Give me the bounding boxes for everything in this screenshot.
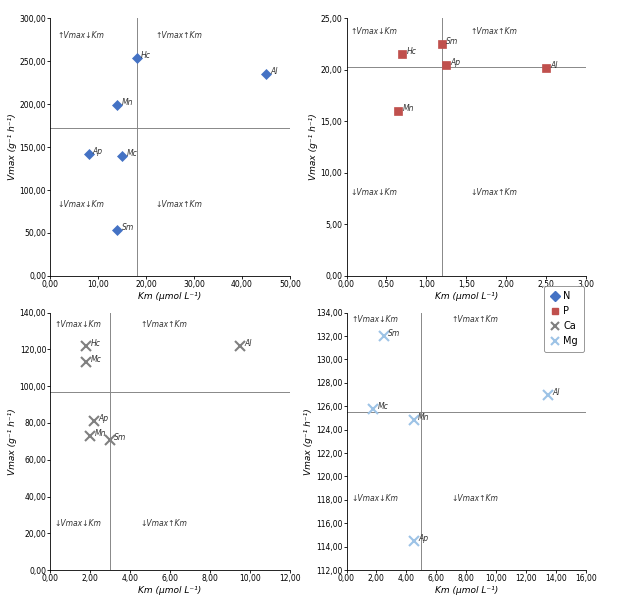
X-axis label: Km (µmol L⁻¹): Km (µmol L⁻¹) bbox=[139, 292, 202, 301]
Text: ↑Vmax↓Km: ↑Vmax↓Km bbox=[54, 320, 101, 329]
Text: Sm: Sm bbox=[388, 329, 400, 338]
Legend: N, P, Ca, Mg: N, P, Ca, Mg bbox=[544, 286, 584, 352]
Text: Al: Al bbox=[270, 67, 277, 76]
Text: Mc: Mc bbox=[91, 356, 101, 364]
Text: Sm: Sm bbox=[447, 37, 459, 46]
Text: ↓Vmax↑Km: ↓Vmax↑Km bbox=[140, 519, 187, 528]
X-axis label: Km (µmol L⁻¹): Km (µmol L⁻¹) bbox=[139, 586, 202, 595]
Text: Al: Al bbox=[553, 387, 560, 397]
Text: ↓Vmax↑Km: ↓Vmax↑Km bbox=[156, 200, 203, 209]
Text: ↓Vmax↑Km: ↓Vmax↑Km bbox=[451, 494, 498, 503]
Text: Mc: Mc bbox=[127, 149, 137, 158]
Text: Sm: Sm bbox=[115, 433, 127, 441]
Text: ↓Vmax↑Km: ↓Vmax↑Km bbox=[470, 188, 517, 197]
Text: Al: Al bbox=[244, 339, 251, 348]
Text: ↓Vmax↓Km: ↓Vmax↓Km bbox=[350, 188, 398, 197]
Y-axis label: Vmax (g⁻¹ h⁻¹): Vmax (g⁻¹ h⁻¹) bbox=[304, 408, 313, 474]
X-axis label: Km (µmol L⁻¹): Km (µmol L⁻¹) bbox=[435, 292, 498, 301]
Text: ↓Vmax↓Km: ↓Vmax↓Km bbox=[57, 200, 105, 209]
Text: Ap: Ap bbox=[93, 147, 103, 156]
Text: ↑Vmax↑Km: ↑Vmax↑Km bbox=[470, 26, 517, 36]
Text: Ap: Ap bbox=[98, 414, 108, 423]
Text: Ap: Ap bbox=[418, 534, 428, 543]
Text: ↓Vmax↓Km: ↓Vmax↓Km bbox=[54, 519, 101, 528]
Text: Mn: Mn bbox=[94, 429, 106, 438]
Text: Mc: Mc bbox=[377, 402, 389, 411]
Text: Ap: Ap bbox=[450, 58, 461, 67]
Text: Sm: Sm bbox=[122, 223, 134, 232]
Text: Mn: Mn bbox=[403, 104, 414, 113]
Text: ↑Vmax↓Km: ↑Vmax↓Km bbox=[57, 31, 105, 40]
Text: Mn: Mn bbox=[418, 413, 430, 422]
Y-axis label: Vmax (g⁻¹ h⁻¹): Vmax (g⁻¹ h⁻¹) bbox=[8, 408, 17, 474]
Text: ↑Vmax↓Km: ↑Vmax↓Km bbox=[350, 26, 398, 36]
Text: Hc: Hc bbox=[140, 51, 151, 60]
Text: ↑Vmax↓Km: ↑Vmax↓Km bbox=[351, 315, 398, 324]
Text: ↑Vmax↑Km: ↑Vmax↑Km bbox=[451, 315, 498, 324]
Text: Hc: Hc bbox=[406, 47, 416, 56]
Text: ↓Vmax↓Km: ↓Vmax↓Km bbox=[351, 494, 398, 503]
Text: Al: Al bbox=[550, 61, 558, 70]
Y-axis label: Vmax (g⁻¹ h⁻¹): Vmax (g⁻¹ h⁻¹) bbox=[8, 114, 17, 180]
X-axis label: Km (µmol L⁻¹): Km (µmol L⁻¹) bbox=[435, 586, 498, 595]
Text: Mn: Mn bbox=[122, 98, 133, 107]
Y-axis label: Vmax (g⁻¹ h⁻¹): Vmax (g⁻¹ h⁻¹) bbox=[309, 114, 318, 180]
Text: ↑Vmax↑Km: ↑Vmax↑Km bbox=[156, 31, 203, 40]
Text: Hc: Hc bbox=[91, 339, 100, 348]
Text: ↑Vmax↑Km: ↑Vmax↑Km bbox=[140, 320, 187, 329]
